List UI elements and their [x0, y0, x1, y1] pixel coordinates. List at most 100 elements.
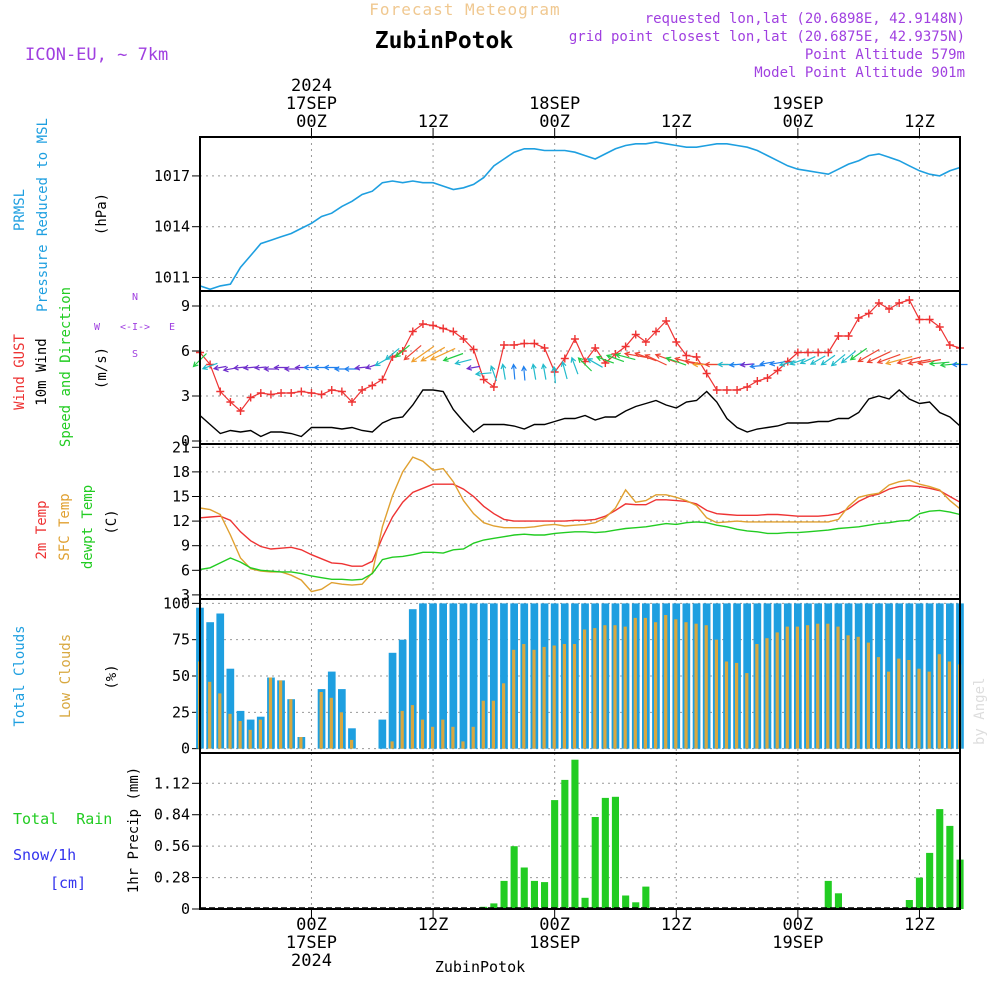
gust-marker: [773, 366, 782, 375]
total-cloud-bar: [388, 652, 397, 749]
gust-marker: [469, 345, 478, 354]
panel-frame: [199, 136, 961, 292]
wind-direction-arrow: [809, 355, 826, 365]
cloud-unit: (%): [104, 664, 120, 689]
low-cloud-bar: [218, 693, 222, 749]
low-cloud-bar: [724, 661, 729, 749]
low-cloud-bar: [674, 619, 678, 749]
gust-marker: [783, 357, 792, 366]
y-tick-label: 0.84: [154, 806, 190, 824]
low-cloud-bar: [319, 692, 323, 749]
gust-marker: [935, 323, 944, 331]
low-cloud-bar: [299, 737, 303, 749]
low-cloud-bar: [572, 644, 577, 749]
gust-marker: [814, 348, 823, 357]
gust-marker: [236, 407, 245, 415]
low-cloud-bar: [887, 671, 891, 749]
pressure-label-1: PRMSL: [12, 189, 28, 231]
total-cloud-bar: [429, 603, 437, 749]
y-tick-label: 15: [172, 487, 190, 505]
rain-bar: [834, 893, 842, 909]
wind-direction-arrow: [876, 353, 901, 364]
time-label-bottom: 00Z: [539, 915, 570, 935]
low-cloud-bar: [775, 632, 779, 749]
model-name: ICON-EU, ~ 7km: [25, 45, 168, 65]
y-tick-label: 0: [181, 900, 190, 918]
wind-direction-arrow: [614, 352, 636, 361]
wind-direction-arrow: [263, 366, 278, 372]
time-label-top: 12Z: [661, 112, 692, 132]
gust-marker: [945, 341, 954, 349]
low-cloud-bar: [258, 719, 262, 749]
low-cloud-bar: [664, 615, 668, 749]
rain-bar: [500, 880, 508, 909]
compass-w: W: [94, 322, 101, 333]
temp2m-line: [199, 483, 961, 567]
y-tick-label: 6: [181, 342, 190, 360]
wind-direction-arrow: [201, 362, 218, 370]
dewpt-label: dewpt Temp: [80, 485, 96, 569]
requested-coords: requested lon,lat (20.6898E, 42.9148N): [645, 11, 965, 27]
total-cloud-bar: [459, 603, 468, 749]
wind-direction-arrow: [739, 361, 754, 368]
low-cloud-bar: [623, 626, 627, 749]
low-cloud-bar: [583, 629, 587, 749]
pressure-label-2: Pressure Reduced to MSL: [35, 118, 51, 312]
gust-marker: [317, 390, 326, 399]
rain-bar: [490, 903, 498, 909]
low-cloud-bar: [228, 713, 232, 749]
y-tick-label: 25: [172, 703, 190, 721]
gust-marker: [439, 324, 448, 333]
y-tick-label: 18: [172, 463, 190, 481]
gust-marker: [489, 383, 498, 391]
low-cloud-bar: [512, 649, 516, 749]
gust-marker: [449, 327, 458, 336]
compass-cross: <-I->: [120, 322, 150, 333]
rain-bar: [551, 800, 559, 909]
total-cloud-bar: [469, 603, 478, 749]
low-cloud-bar: [755, 644, 759, 749]
gust-marker: [277, 389, 286, 397]
low-cloud-bar: [654, 622, 658, 749]
location-title: ZubinPotok: [375, 28, 514, 54]
gust-marker: [540, 344, 549, 352]
wind-direction-arrow: [560, 360, 568, 380]
y-tick-label: 100: [163, 594, 190, 612]
wind-direction-arrow: [634, 351, 657, 362]
rain-bar: [571, 759, 579, 909]
wind-direction-arrow: [907, 358, 931, 366]
wind-direction-arrow: [586, 358, 603, 368]
gust-marker: [722, 386, 731, 394]
wind-direction-arrow: [212, 365, 227, 371]
wind-label: 10m Wind: [34, 338, 50, 405]
time-label-top: 18SEP: [529, 94, 580, 114]
low-cloud-bar: [917, 668, 921, 749]
wind-direction-arrow: [917, 358, 942, 366]
low-cloud-bar: [552, 645, 556, 749]
wind-direction-arrow: [283, 366, 298, 372]
y-tick-label: 9: [181, 537, 190, 555]
low-cloud-bar: [502, 683, 506, 749]
wind-direction-arrow: [577, 357, 593, 372]
wind-direction-arrow: [420, 346, 446, 362]
low-cloud-bar: [593, 628, 597, 749]
total-cloud-bar: [398, 639, 407, 749]
wind-direction-arrow: [521, 365, 527, 381]
gust-marker: [925, 315, 934, 324]
wind-direction-arrow: [442, 352, 464, 362]
low-cloud-bar: [876, 657, 881, 749]
temp-ylabel: 2m Temp SFC Temp dewpt Temp (C): [34, 485, 120, 569]
direction-label: Speed and Direction: [58, 287, 74, 447]
gust-marker: [520, 339, 529, 348]
gust-marker: [753, 377, 762, 385]
wind-direction-arrow: [454, 358, 472, 366]
gust-marker: [348, 398, 356, 406]
gust-marker: [226, 398, 235, 406]
wind-direction-arrow: [500, 363, 507, 380]
pressure-ylabel: PRMSL Pressure Reduced to MSL (hPa): [12, 118, 110, 312]
gust-marker: [479, 375, 488, 384]
gust-marker: [256, 389, 265, 397]
low-cloud-bar: [643, 617, 647, 749]
plot-panels: 101110141017036936912151821025507510000.…: [154, 76, 968, 971]
gust-marker: [682, 351, 691, 360]
